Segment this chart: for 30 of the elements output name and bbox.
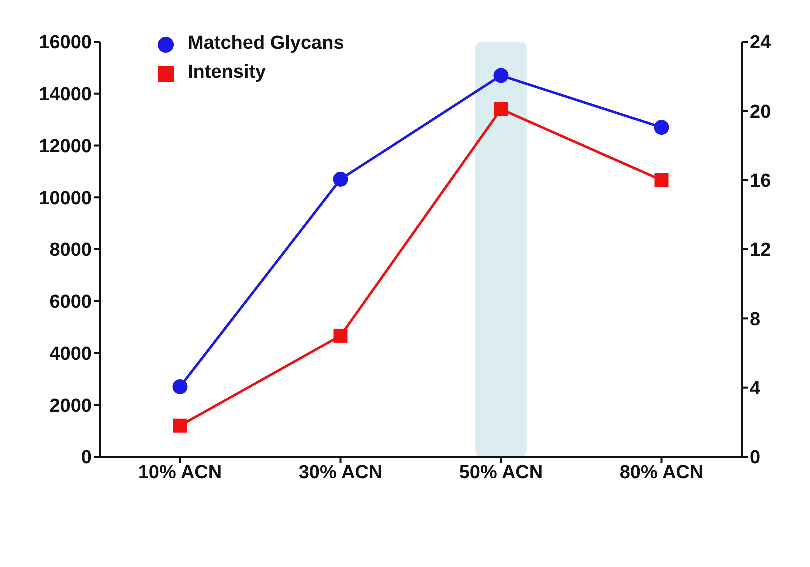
x-tick-label: 50% ACN: [459, 462, 544, 484]
y2-tick-label: 8: [750, 309, 761, 330]
x-tick-label: 80% ACN: [620, 462, 704, 484]
x-tick-label: 30% ACN: [298, 462, 383, 484]
y-tick-label: 0: [81, 448, 92, 469]
y-tick-label: 16000: [39, 32, 92, 54]
y2-tick-label: 20: [750, 102, 772, 123]
y-tick-label: 8000: [50, 240, 92, 262]
y2-tick-label: 16: [750, 171, 772, 192]
x-tick-label: 10% ACN: [138, 462, 222, 484]
point: [494, 68, 509, 84]
point: [654, 173, 669, 188]
y-tick-label: 4000: [50, 344, 92, 365]
point: [173, 418, 188, 433]
y2-tick-label: 0: [750, 448, 761, 469]
legend-label: Matched Glycans: [188, 33, 344, 54]
y2-tick-label: 12: [750, 240, 772, 262]
y2-tick-label: 4: [750, 378, 761, 400]
y-tick-label: 2000: [50, 396, 92, 417]
y-tick-label: 14000: [39, 84, 92, 106]
y-tick-label: 10000: [39, 188, 92, 210]
point: [654, 120, 670, 136]
point: [333, 172, 348, 187]
point: [172, 379, 188, 394]
y-tick-label: 12000: [39, 136, 92, 158]
legend-label: Intensity: [188, 62, 266, 83]
point: [334, 328, 348, 343]
y2-tick-label: 24: [750, 32, 772, 54]
y-tick-label: 6000: [50, 292, 92, 314]
point: [494, 102, 508, 116]
